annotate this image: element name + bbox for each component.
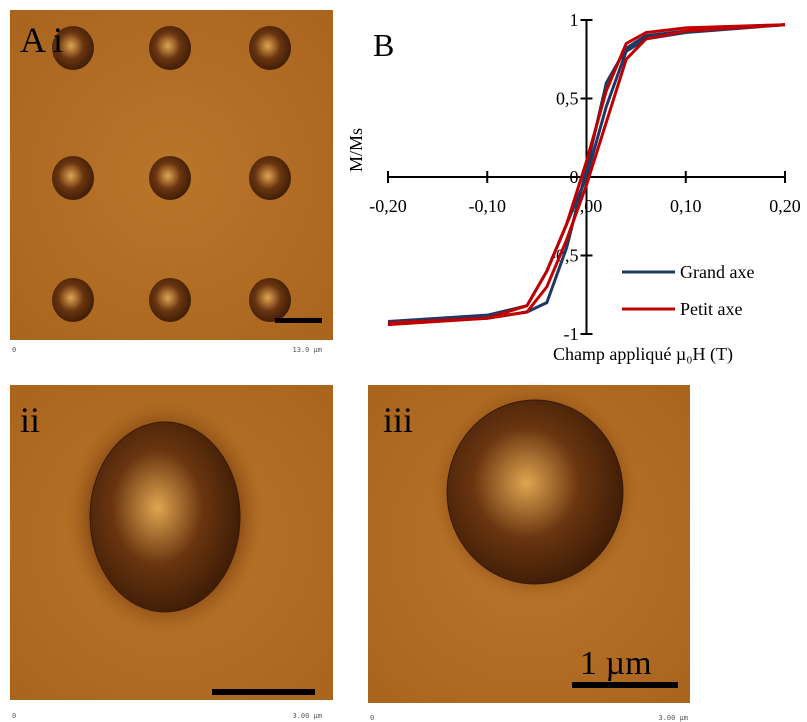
scale-bar — [572, 682, 678, 688]
dots — [52, 26, 291, 322]
axis-end: 3.00 µm — [292, 712, 322, 720]
panel-label: B — [373, 27, 394, 63]
axis-start: 0 — [12, 346, 16, 354]
legend-label: Grand axe — [680, 262, 754, 282]
panel-label: iii — [383, 400, 413, 440]
y-tick-label: 0,5 — [556, 89, 579, 109]
disk — [89, 421, 241, 613]
disk — [446, 399, 624, 585]
scale-bar — [212, 689, 315, 695]
x-axis-title: Champ appliqué µ₀H (T) — [553, 344, 733, 365]
y-axis-title: M/Ms — [346, 128, 366, 172]
axis-start: 0 — [12, 712, 16, 720]
x-tick-label: -0,20 — [369, 196, 407, 216]
y-tick-label: 0 — [570, 167, 579, 187]
series-line — [387, 23, 786, 327]
axis-end: 13.0 µm — [292, 346, 322, 354]
axis-start: 0 — [370, 714, 374, 722]
y-tick-label: -1 — [564, 324, 579, 344]
x-tick-label: 0,10 — [670, 196, 702, 216]
axis-end: 3.00 µm — [658, 714, 688, 722]
y-tick-label: 1 — [570, 10, 579, 30]
x-tick-label: 0,20 — [769, 196, 801, 216]
panel-label: ii — [20, 400, 40, 440]
legend-label: Petit axe — [680, 299, 742, 319]
scale-label: 1 µm — [580, 645, 652, 682]
scale-bar — [275, 318, 322, 323]
x-tick-label: -0,10 — [469, 196, 507, 216]
panel-label: A i — [20, 20, 63, 60]
